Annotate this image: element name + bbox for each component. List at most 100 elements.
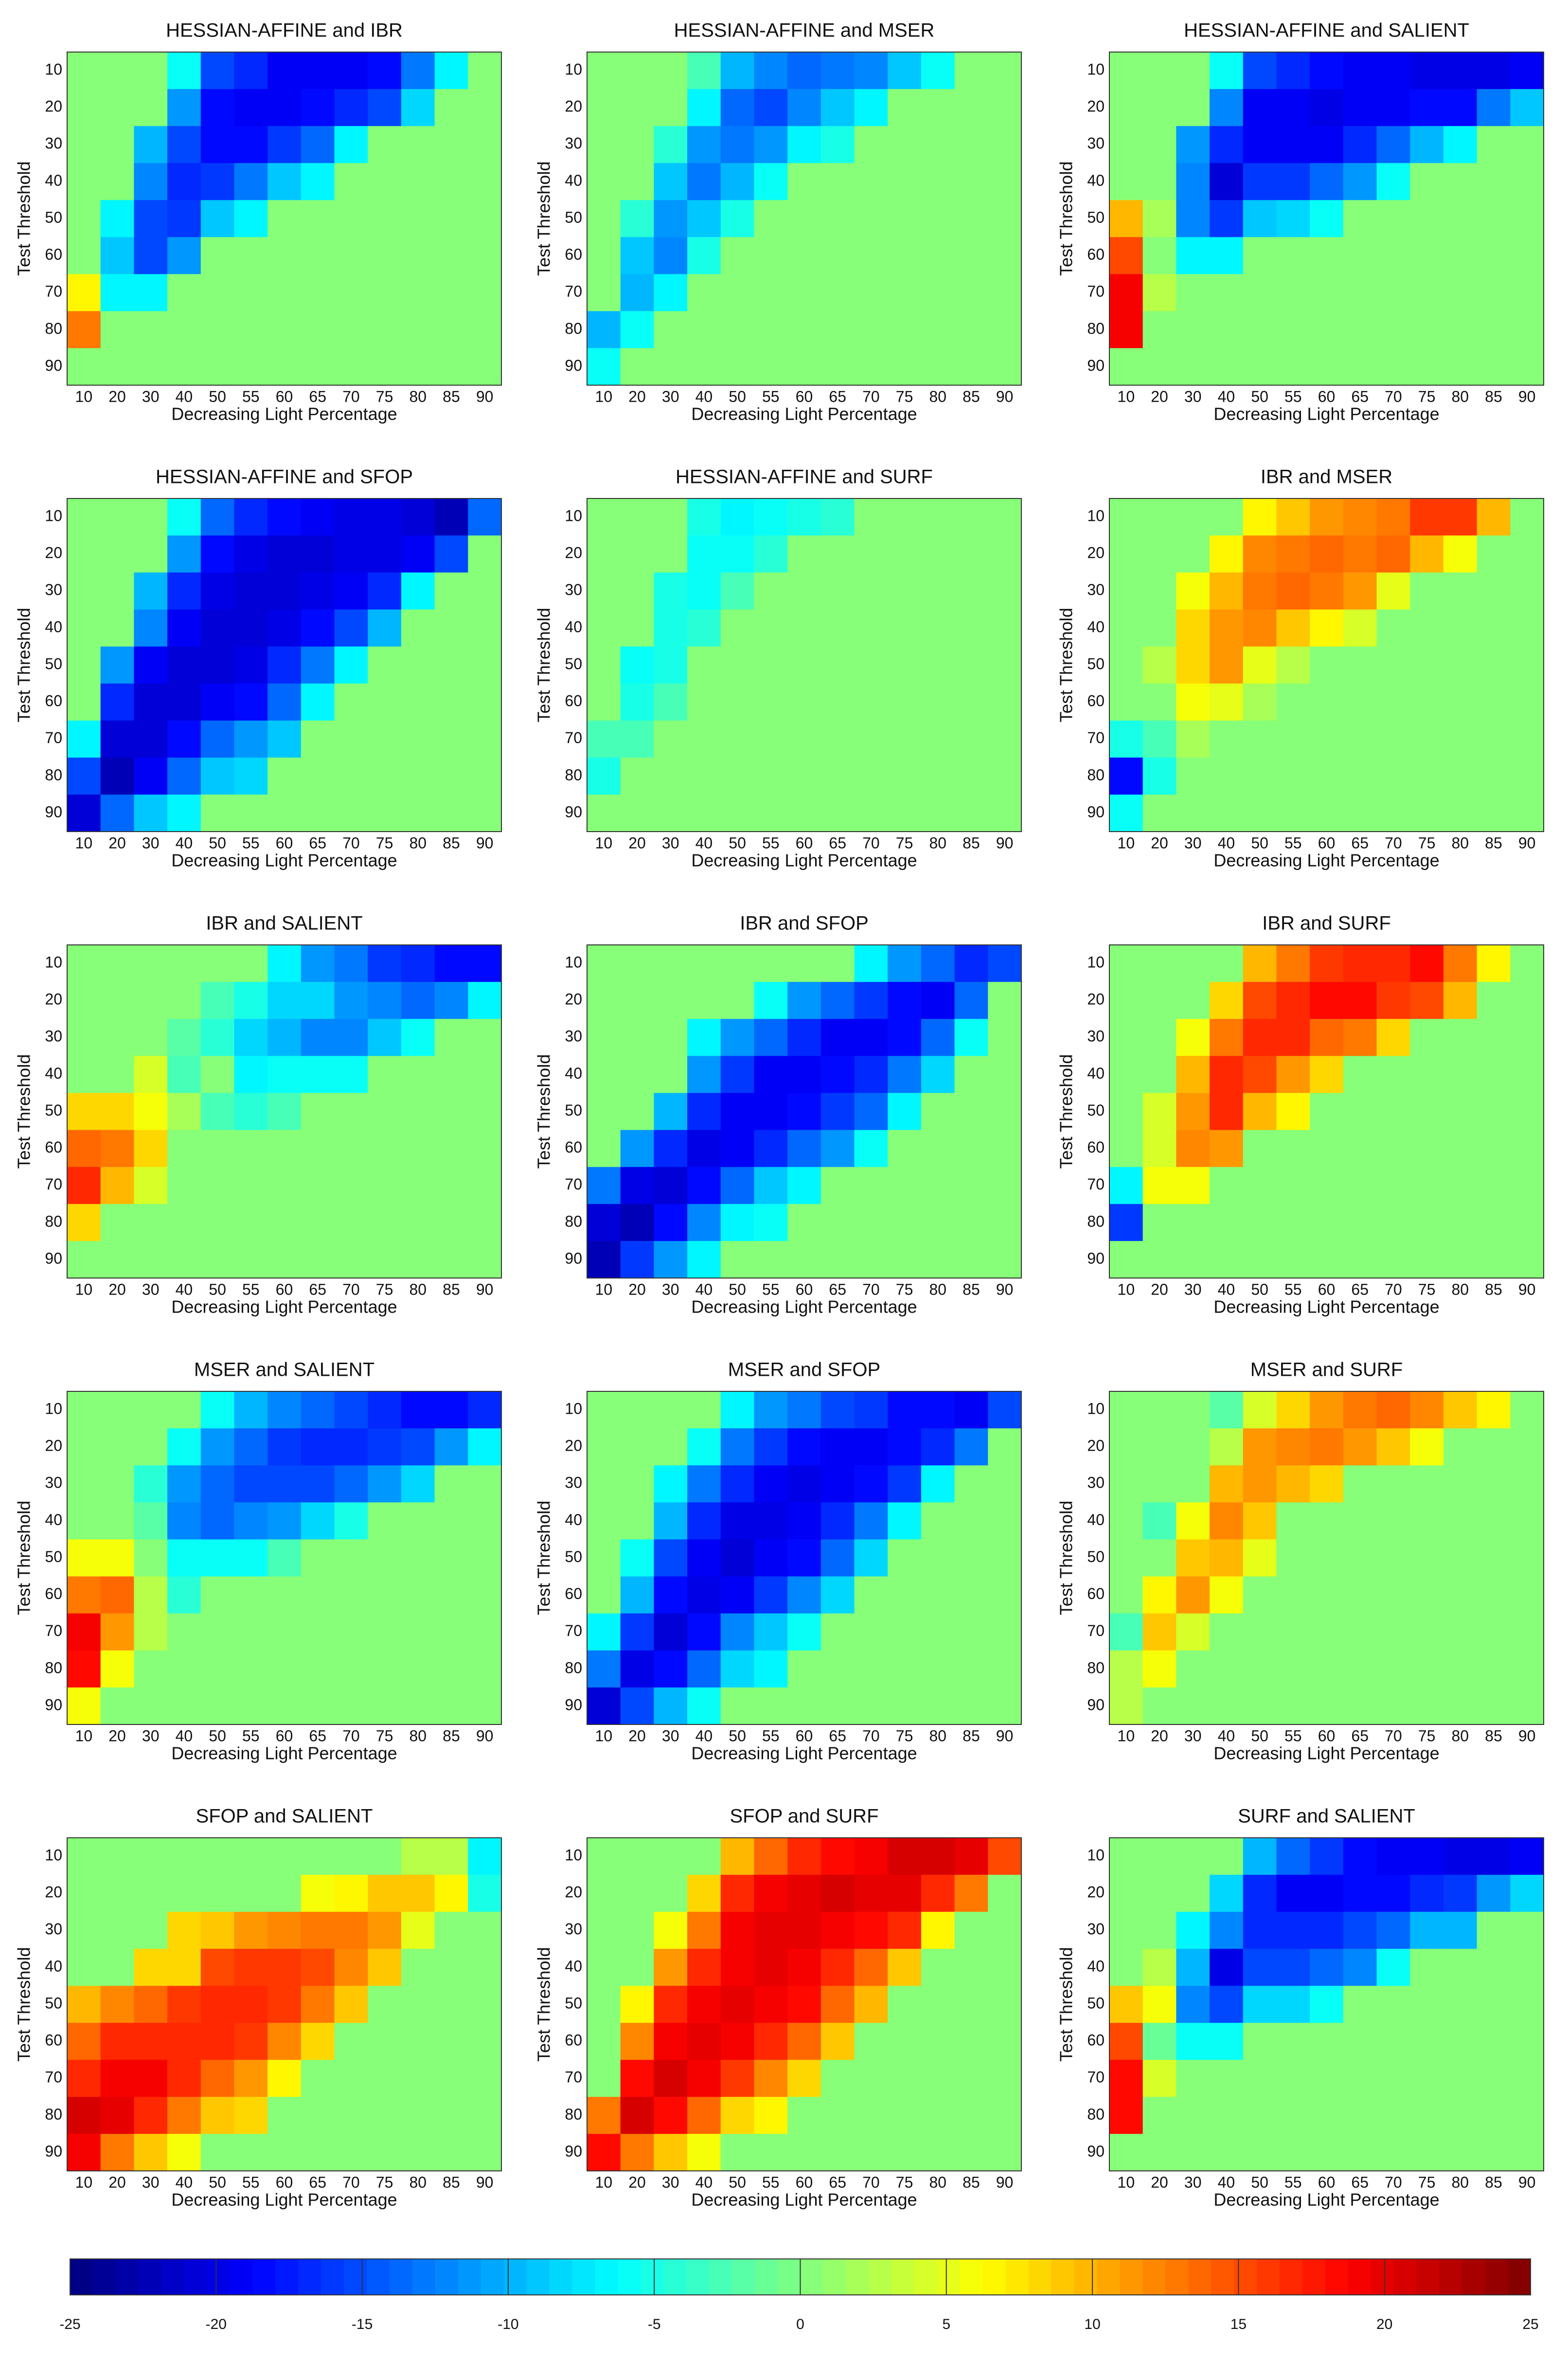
heatmap-cell [1510, 274, 1544, 312]
heatmap-cell [854, 646, 888, 684]
x-tick-label: 75 [896, 388, 913, 405]
heatmap-cell [720, 126, 755, 163]
heatmap-cell [587, 720, 621, 758]
heatmap-cell [234, 1949, 268, 1987]
x-tick-label: 40 [176, 1727, 193, 1744]
heatmap-cell [720, 1093, 755, 1131]
heatmap-cell [620, 2096, 654, 2134]
heatmap-cell [787, 1912, 821, 1949]
heatmap-cell [1176, 311, 1210, 349]
heatmap-cell [334, 609, 368, 647]
heatmap-cell [854, 720, 888, 758]
heatmap-cell [267, 1428, 302, 1466]
heatmap-cell [1243, 1241, 1277, 1279]
x-tick-label: 70 [342, 834, 360, 852]
x-tick-label: 85 [1485, 834, 1502, 852]
heatmap-cell [100, 1576, 134, 1614]
heatmap-cell [1176, 720, 1210, 758]
heatmap-cell [1477, 1502, 1511, 1540]
heatmap-cell [368, 1465, 402, 1503]
heatmap-cell [820, 1130, 855, 1168]
heatmap-cell [134, 1650, 168, 1688]
heatmap-cell [1477, 1613, 1511, 1651]
colorbar-swatch [412, 2259, 436, 2295]
heatmap-cell [754, 535, 788, 573]
heatmap-cell [888, 1093, 922, 1131]
heatmap-cell [921, 2133, 955, 2171]
heatmap-cell [954, 1875, 988, 1912]
heatmap-cell [67, 2023, 101, 2061]
heatmap-cell [67, 348, 101, 386]
heatmap-cell [1109, 126, 1143, 163]
heatmap-cell [267, 348, 302, 386]
heatmap-cell [921, 237, 955, 275]
heatmap-cell [1276, 945, 1310, 982]
heatmap-cell [587, 757, 621, 795]
y-tick-label: 80 [45, 320, 62, 337]
x-tick-label: 90 [1518, 1280, 1536, 1298]
heatmap-cell [100, 274, 134, 312]
heatmap-cell [1109, 1539, 1143, 1577]
heatmap-cell [854, 2096, 888, 2134]
x-tick-label: 70 [1385, 1727, 1402, 1744]
x-tick-label: 75 [896, 1280, 913, 1298]
heatmap-cell [587, 1986, 621, 2024]
x-tick-label: 75 [1418, 834, 1436, 852]
y-tick-label: 10 [565, 1847, 582, 1864]
heatmap-cell [67, 52, 101, 89]
heatmap-cell [654, 274, 688, 312]
heatmap-cell [1477, 2023, 1511, 2061]
heatmap-cell [654, 2060, 688, 2097]
heatmap-cell [1410, 2060, 1444, 2097]
heatmap-cell [167, 1428, 201, 1466]
heatmap-cell [1310, 498, 1344, 536]
y-tick-label: 20 [1087, 1437, 1105, 1455]
heatmap-cell [434, 1986, 468, 2024]
y-tick-label: 80 [565, 1212, 582, 1230]
heatmap-cell [301, 52, 335, 89]
x-tick-label: 90 [476, 1280, 494, 1298]
heatmap-cell [1477, 1912, 1511, 1949]
x-tick-label: 65 [309, 2173, 326, 2191]
heatmap-cell [1343, 1167, 1377, 1205]
heatmap-cell [587, 1576, 621, 1614]
heatmap-cell [234, 757, 268, 795]
heatmap-cell [620, 1949, 654, 1987]
y-tick-label: 30 [1087, 581, 1105, 599]
heatmap-cell [1276, 1093, 1310, 1131]
heatmap-cell [888, 1204, 922, 1242]
heatmap-cell [1210, 1204, 1244, 1242]
heatmap-cell [167, 348, 201, 386]
heatmap-cell [820, 1539, 855, 1577]
heatmap-cell [854, 1539, 888, 1577]
heatmap-cell [1176, 1167, 1210, 1205]
heatmap-cell [1176, 1650, 1210, 1688]
heatmap-cell [401, 274, 435, 312]
x-tick-label: 10 [595, 2173, 613, 2191]
heatmap-cell [687, 348, 721, 386]
heatmap-cell [988, 311, 1022, 349]
heatmap-cell [687, 126, 721, 163]
heatmap-cell [888, 945, 922, 982]
heatmap-cell [1510, 982, 1544, 1019]
heatmap-cell [1210, 1949, 1244, 1987]
heatmap-cell [167, 1912, 201, 1949]
y-tick-label: 50 [1087, 209, 1105, 226]
x-tick-label: 55 [242, 2173, 260, 2191]
colorbar-swatch [115, 2259, 139, 2295]
heatmap-cell [1343, 1130, 1377, 1168]
heatmap-cell [587, 89, 621, 126]
heatmap-cell [1310, 1539, 1344, 1577]
heatmap-cell [100, 200, 134, 238]
y-tick-label: 60 [565, 692, 582, 710]
heatmap-cell [1343, 646, 1377, 684]
heatmap-cell [1176, 1204, 1210, 1242]
heatmap-cell [1243, 1093, 1277, 1131]
heatmap-cell [401, 200, 435, 238]
heatmap-cell [368, 1650, 402, 1688]
heatmap-cell [67, 1056, 101, 1094]
heatmap-cell [854, 1613, 888, 1651]
heatmap-cell [434, 237, 468, 275]
heatmap-cell [468, 982, 502, 1019]
heatmap-cell [921, 1613, 955, 1651]
